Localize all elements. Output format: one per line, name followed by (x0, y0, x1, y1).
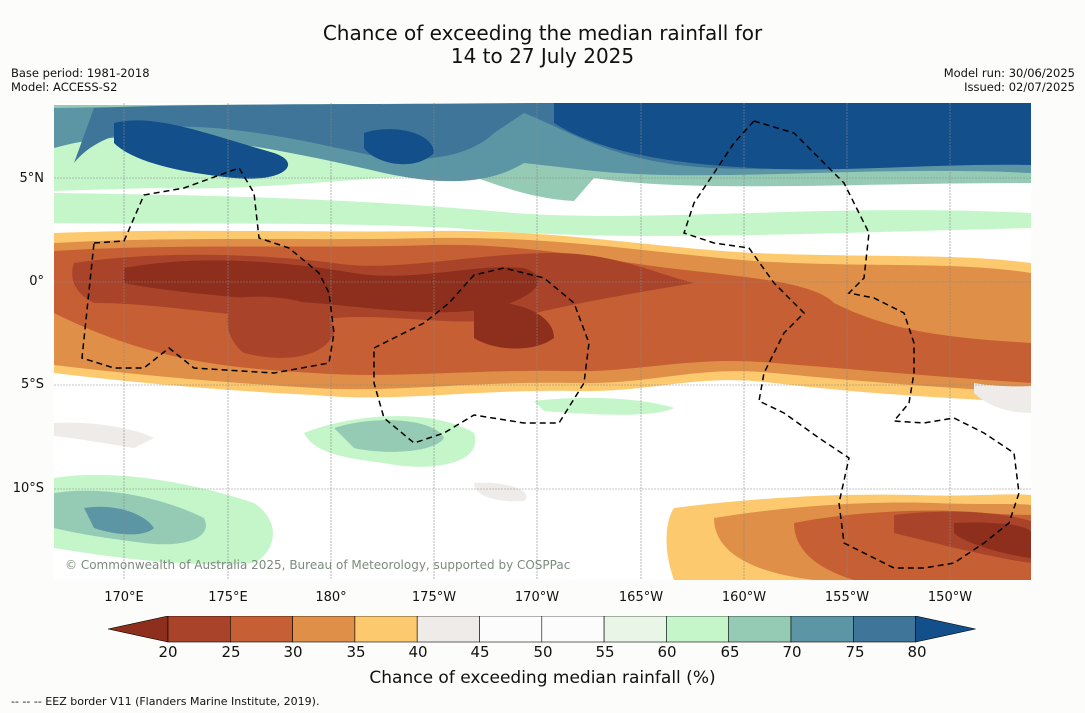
lat-label-5s: 5°S (20, 377, 44, 392)
colorbar-tick: 75 (845, 643, 865, 661)
colorbar (108, 616, 976, 643)
lon-label-170e: 170°E (104, 590, 144, 605)
eez-footnote: -- -- -- EEZ border V11 (Flanders Marine… (11, 695, 320, 708)
colorbar-tick: 70 (782, 643, 802, 661)
colorbar-tick: 45 (470, 643, 490, 661)
colorbar-tick: 25 (221, 643, 241, 661)
lon-label-165w: 165°W (618, 590, 664, 605)
colorbar-segment (479, 616, 543, 643)
colorbar-tick: 55 (595, 643, 615, 661)
colorbar-label: Chance of exceeding median rainfall (%) (369, 668, 716, 688)
colorbar-segment (230, 616, 293, 643)
colorbar-tick: 50 (533, 643, 553, 661)
copyright-note: © Commonwealth of Australia 2025, Bureau… (65, 558, 571, 572)
colorbar-segment (292, 616, 356, 643)
colorbar-segment (416, 616, 480, 643)
colorbar-tick: 65 (720, 643, 740, 661)
model-run-date: Model run: 30/06/2025 (943, 66, 1075, 80)
colorbar-tick: 40 (408, 643, 428, 661)
issued-date: Issued: 02/07/2025 (964, 80, 1075, 94)
colorbar-tick: 30 (283, 643, 303, 661)
lat-label-5n: 5°N (19, 171, 45, 186)
lon-label-175w: 175°W (411, 590, 457, 605)
rainfall-map-svg (54, 103, 1031, 580)
colorbar-segment (603, 616, 667, 643)
colorbar-segment (852, 616, 916, 643)
rainfall-map (54, 103, 1031, 580)
colorbar-segment (728, 616, 792, 643)
colorbar-tick: 20 (158, 643, 178, 661)
lon-label-180: 180° (315, 590, 347, 605)
lon-label-175e: 175°E (208, 590, 248, 605)
lat-label-10s: 10°S (12, 481, 44, 496)
colorbar-segment (541, 616, 605, 643)
colorbar-segment (167, 616, 231, 643)
colorbar-tick: 60 (657, 643, 677, 661)
model-info: Base period: 1981-2018 Model: ACCESS-S2 (11, 66, 150, 94)
colorbar-segment (790, 616, 854, 643)
lon-label-160w: 160°W (721, 590, 767, 605)
colorbar-extend-low (108, 616, 169, 643)
colorbar-tick: 35 (346, 643, 366, 661)
lon-label-155w: 155°W (824, 590, 870, 605)
map-title-line2: 14 to 27 July 2025 (450, 44, 635, 68)
run-info: Model run: 30/06/2025 Issued: 02/07/2025 (944, 66, 1075, 94)
model-name: Model: ACCESS-S2 (11, 80, 118, 94)
base-period: Base period: 1981-2018 (11, 66, 150, 80)
colorbar-segment (666, 616, 730, 643)
map-title-line1: Chance of exceeding the median rainfall … (322, 21, 763, 45)
lon-label-170w: 170°W (514, 590, 560, 605)
colorbar-tick: 80 (907, 643, 927, 661)
lon-label-150w: 150°W (927, 590, 973, 605)
colorbar-extend-high (915, 616, 976, 643)
lat-label-0: 0° (29, 274, 44, 289)
colorbar-segment (354, 616, 418, 643)
